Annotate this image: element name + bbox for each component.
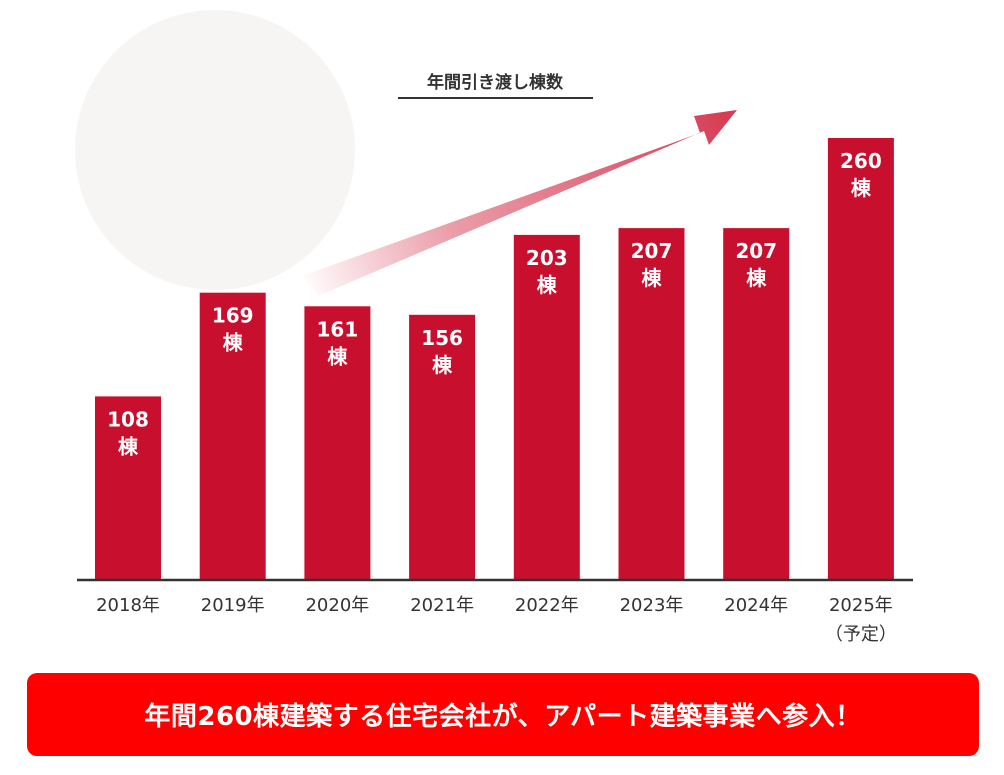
bar-value-label: 207 [631,239,673,263]
x-tick-label: 2025年 [829,595,893,616]
bar-value-label: 169 [212,304,254,328]
bar-1 [199,292,266,580]
bar-5 [618,228,685,580]
bar-unit-label: 棟 [327,344,348,368]
bar-chart: 年間引き渡し棟数 108 棟 169 棟 161 棟 156 棟 203 棟 207 棟 207 棟 260… [75,10,913,645]
bar-value-label: 207 [735,239,777,263]
trend-arrow [302,110,737,296]
chart-title: 年間引き渡し棟数 [427,72,564,93]
bar-unit-label: 棟 [851,176,872,200]
bar-unit-label: 棟 [432,353,453,377]
banner-text: 年間260棟建築する住宅会社が、アパート建築事業へ参入！ [144,702,862,732]
bar-7 [827,138,894,580]
bar-0 [95,396,161,580]
x-tick-label: 2021年 [410,595,474,616]
bar-4 [513,234,580,580]
bar-2 [304,306,371,580]
x-tick-label: 2018年 [96,595,160,616]
bar-unit-label: 棟 [537,273,558,297]
x-tick-label: 2024年 [724,595,788,616]
x-axis-labels: 2018年 2019年 2020年 2021年 2022年 2023年 2024年 2025年… [96,595,897,645]
bar-unit-label: 棟 [642,266,663,290]
bar-unit-label: 棟 [223,331,244,355]
bar-value-label: 108 [107,407,149,431]
bar-value-label: 156 [421,326,463,350]
bar-unit-label: 棟 [746,266,767,290]
bar-value-label: 260 [840,149,882,173]
bar-unit-label: 棟 [118,434,139,458]
background-circle [75,10,355,290]
x-tick-label: 2022年 [515,595,579,616]
bar-value-label: 203 [526,246,568,270]
headline-banner: 年間260棟建築する住宅会社が、アパート建築事業へ参入！ [27,673,979,756]
bar-value-label: 161 [317,317,359,341]
x-tick-label: 2020年 [305,595,369,616]
bars-group: 108 棟 169 棟 161 棟 156 棟 203 棟 207 棟 207 棟 260 棟 [95,138,894,580]
bar-6 [723,228,790,580]
bar-3 [409,314,476,580]
x-tick-label: 2023年 [620,595,684,616]
x-tick-note: （予定） [825,624,897,645]
x-tick-label: 2019年 [201,595,265,616]
